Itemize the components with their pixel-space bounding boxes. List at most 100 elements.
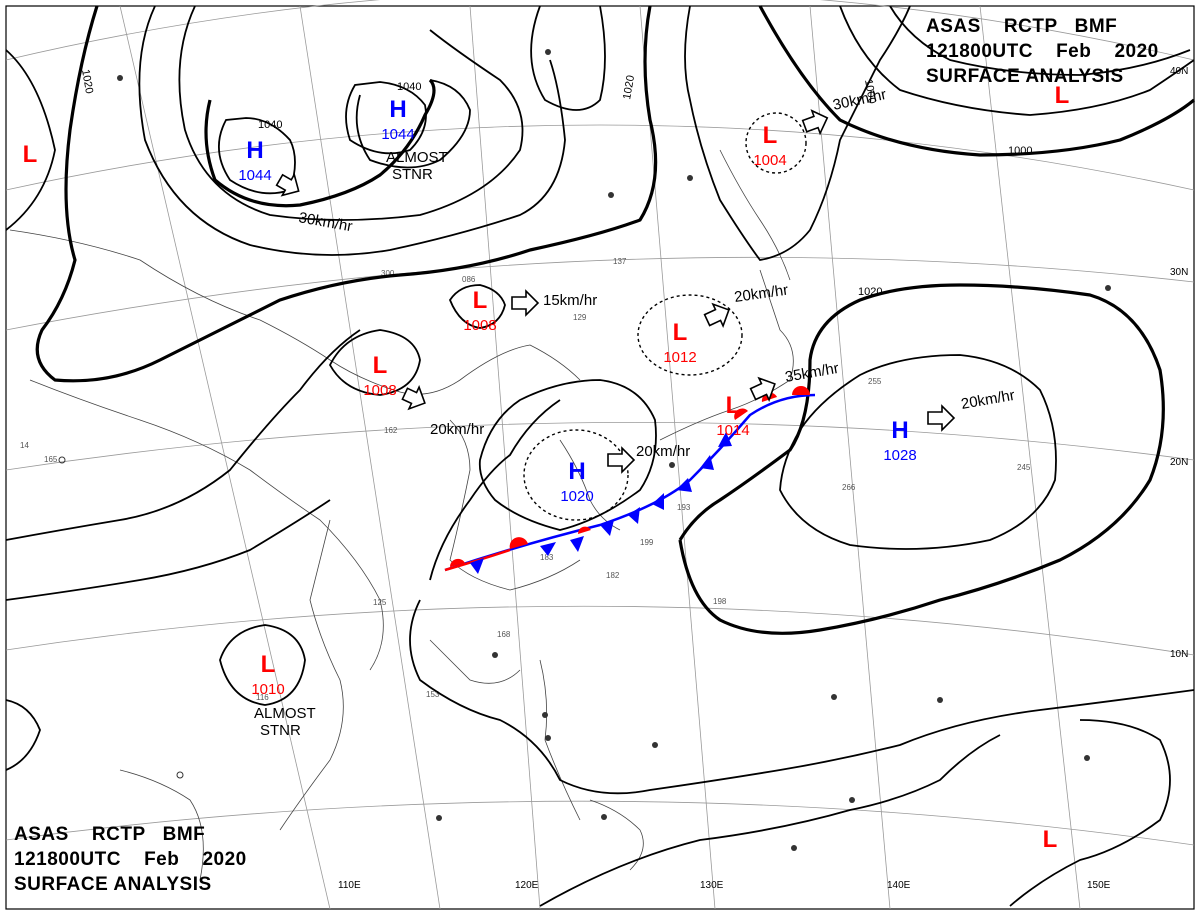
low-pressure-marker: L bbox=[673, 319, 688, 346]
svg-text:245: 245 bbox=[1017, 463, 1031, 472]
svg-text:116: 116 bbox=[256, 693, 269, 702]
isobar-label: 1020 bbox=[858, 286, 882, 298]
high-pressure-marker: H bbox=[891, 417, 908, 444]
movement-arrow bbox=[703, 302, 730, 328]
svg-text:300: 300 bbox=[381, 269, 395, 278]
svg-text:183: 183 bbox=[540, 553, 554, 562]
speed-label: 20km/hr bbox=[636, 443, 690, 460]
station-plots: 14 165 116 153 168 183 182 199 193 198 2… bbox=[20, 49, 1111, 851]
pressure-value: 1014 bbox=[716, 422, 749, 439]
high-pressure-marker: H bbox=[568, 458, 585, 485]
pressure-value: 1012 bbox=[663, 349, 696, 366]
cold-front-triangle bbox=[600, 520, 614, 536]
movement-arrow bbox=[275, 172, 300, 197]
isobar-label: 1000 bbox=[1008, 145, 1032, 157]
header-line-1: ASAS RCTP BMF bbox=[926, 16, 1118, 37]
lon-label: 140E bbox=[887, 880, 911, 891]
speed-label: 30km/hr bbox=[831, 86, 888, 114]
analysis-header-top-right: ASAS RCTP BMF 121800UTC Feb 2020 SURFACE A… bbox=[926, 14, 1159, 89]
low-pressure-marker: L bbox=[373, 352, 388, 379]
circulation-rings bbox=[523, 112, 807, 521]
low-pressure-marker: L bbox=[726, 392, 741, 419]
cold-front-triangle bbox=[652, 493, 664, 510]
movement-arrow bbox=[749, 376, 776, 402]
map-frame bbox=[5, 5, 1195, 910]
pressure-systems: H 1044 H 1044 L 1004 L 1008 L 1008 L 1012 H 1020 L 1014… bbox=[23, 82, 1070, 853]
header-line-3: SURFACE ANALYSIS bbox=[926, 66, 1124, 87]
warm-front-scallop bbox=[509, 537, 528, 549]
speed-label: 20km/hr bbox=[733, 282, 789, 306]
high-pressure-marker: H bbox=[389, 96, 406, 123]
low-pressure-marker: L bbox=[1043, 826, 1058, 853]
speed-label: 30km/hr bbox=[297, 209, 353, 235]
movement-arrow bbox=[927, 404, 956, 432]
isobars bbox=[5, 5, 1196, 907]
warm-front-scallop bbox=[577, 526, 591, 534]
svg-text:153: 153 bbox=[426, 690, 440, 699]
pressure-value: 1008 bbox=[463, 317, 496, 334]
svg-text:198: 198 bbox=[713, 597, 727, 606]
pressure-value: 1044 bbox=[238, 167, 271, 184]
cold-front-triangle bbox=[676, 478, 692, 492]
isobar-label: 1040 bbox=[258, 119, 282, 131]
lon-label: 130E bbox=[700, 880, 724, 891]
speed-label: 15km/hr bbox=[543, 292, 597, 309]
low-pressure-marker: L bbox=[1055, 82, 1070, 109]
isobar-label: 1020 bbox=[621, 74, 637, 100]
isobar-label: 1000 bbox=[862, 78, 878, 104]
stationary-notes: ALMOST STNR ALMOST STNR bbox=[254, 149, 448, 739]
svg-text:125: 125 bbox=[373, 598, 387, 607]
movement-arrow bbox=[607, 446, 636, 474]
svg-text:14: 14 bbox=[20, 441, 29, 450]
lat-label: 10N bbox=[1170, 649, 1188, 660]
movement-arrow bbox=[801, 109, 829, 136]
isobar-labels: 1020 1040 1040 1020 1000 1000 1020 bbox=[79, 68, 1032, 298]
cold-front-triangle bbox=[540, 542, 556, 556]
svg-text:165: 165 bbox=[44, 455, 58, 464]
lat-label: 20N bbox=[1170, 457, 1188, 468]
low-pressure-marker: L bbox=[23, 141, 38, 168]
cold-front-triangle bbox=[628, 507, 640, 524]
movement-arrows bbox=[275, 109, 956, 474]
svg-text:137: 137 bbox=[613, 257, 627, 266]
stationary-label: ALMOST STNR bbox=[386, 149, 448, 183]
lat-label: 40N bbox=[1170, 66, 1188, 77]
warm-front-scallop bbox=[449, 558, 465, 567]
cold-front-triangle bbox=[718, 432, 732, 447]
svg-text:129: 129 bbox=[573, 313, 587, 322]
speed-label: 35km/hr bbox=[784, 360, 840, 386]
cold-front-triangle bbox=[570, 536, 584, 552]
speed-label: 20km/hr bbox=[430, 421, 484, 438]
high-pressure-marker: H bbox=[246, 137, 263, 164]
header-line-2: 121800UTC Feb 2020 bbox=[14, 849, 247, 870]
lat-label: 30N bbox=[1170, 267, 1188, 278]
pressure-value: 1028 bbox=[883, 447, 916, 464]
movement-arrow bbox=[401, 385, 426, 411]
low-pressure-marker: L bbox=[473, 287, 488, 314]
cold-front-triangle bbox=[700, 455, 714, 470]
header-line-1: ASAS RCTP BMF bbox=[14, 824, 206, 845]
frontal-system bbox=[444, 386, 816, 574]
coordinate-labels: 40N 30N 20N 10N 110E 120E 130E 140E 150E bbox=[338, 66, 1188, 891]
pressure-value: 1004 bbox=[753, 152, 786, 169]
pressure-value: 1020 bbox=[560, 488, 593, 505]
warm-front-scallop bbox=[792, 386, 810, 395]
pressure-value: 1008 bbox=[363, 382, 396, 399]
header-line-3: SURFACE ANALYSIS bbox=[14, 874, 212, 895]
movement-arrow bbox=[511, 289, 540, 317]
svg-text:199: 199 bbox=[640, 538, 654, 547]
lon-label: 120E bbox=[515, 880, 539, 891]
low-pressure-marker: L bbox=[763, 122, 778, 149]
warm-front-scallop bbox=[734, 408, 748, 420]
coastlines bbox=[9, 149, 794, 881]
lon-label: 110E bbox=[338, 880, 361, 891]
svg-text:168: 168 bbox=[497, 630, 511, 639]
stationary-label: ALMOST STNR bbox=[254, 705, 316, 739]
analysis-header-bottom-left: ASAS RCTP BMF 121800UTC Feb 2020 SURFACE A… bbox=[14, 822, 247, 897]
front-line bbox=[444, 393, 816, 572]
speed-label: 20km/hr bbox=[960, 387, 1016, 413]
svg-text:182: 182 bbox=[606, 571, 620, 580]
svg-text:086: 086 bbox=[462, 275, 476, 284]
svg-text:162: 162 bbox=[384, 426, 398, 435]
